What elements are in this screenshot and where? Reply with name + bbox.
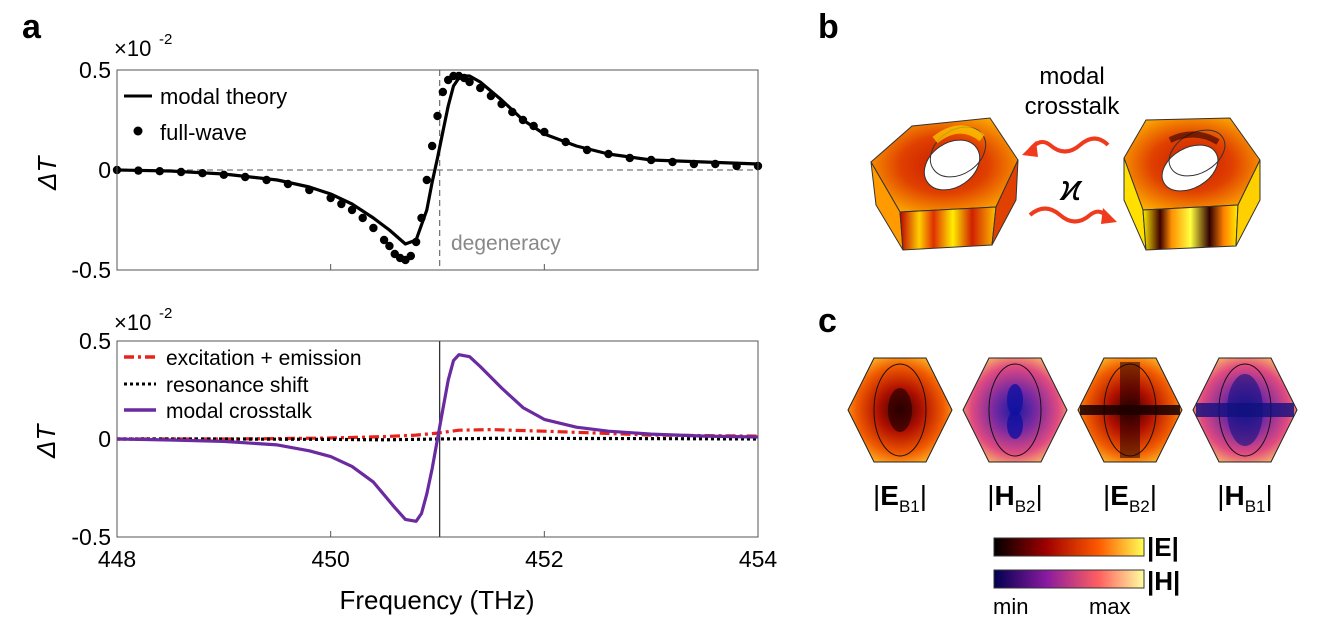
panel-label-b: b	[818, 8, 839, 46]
top-point-1	[497, 99, 506, 109]
map-label-E-B2: |EB2|	[1103, 480, 1157, 516]
legend-label-modal-theory: modal theory	[160, 84, 287, 109]
top-point-1	[305, 185, 314, 195]
bottom-multiplier-exp: -2	[159, 305, 172, 322]
top-point-1	[561, 137, 570, 147]
coupling-symbol: ϰ	[1059, 167, 1083, 208]
bottom-multiplier-base: ×10	[114, 310, 151, 335]
top-point-1	[176, 167, 186, 177]
top-point-1	[625, 153, 634, 163]
field-map-E-B1	[847, 357, 953, 463]
map-label-H-B1: |HB1|	[1217, 480, 1273, 516]
bottom-plot-frame	[116, 340, 759, 538]
legend-label-full-wave: full-wave	[160, 120, 247, 145]
panel-label-c: c	[818, 302, 837, 340]
arrow-to-right-head	[1101, 208, 1117, 224]
top-point-1	[427, 141, 437, 151]
top-point-1	[406, 251, 415, 261]
top-point-1	[358, 213, 367, 223]
top-point-1	[668, 157, 677, 167]
top-point-1	[417, 213, 426, 223]
top-point-1	[347, 205, 357, 215]
top-point-1	[262, 175, 271, 185]
top-point-1	[476, 83, 485, 93]
top-point-1	[518, 115, 528, 125]
top-point-1	[385, 241, 394, 251]
bottom-xtick-label: 454	[739, 546, 778, 572]
top-point-1	[508, 107, 517, 117]
map-label-H-B2: |HB2|	[987, 480, 1043, 516]
top-point-1	[486, 91, 496, 101]
top-point-1	[582, 145, 592, 155]
field-map-E-B2	[1077, 357, 1183, 463]
top-point-1	[337, 199, 346, 209]
arrow-to-right	[1028, 206, 1110, 224]
top-point-1	[438, 87, 448, 97]
left-resonator	[870, 117, 1019, 251]
bottom-ytick-label: 0.5	[79, 328, 111, 354]
bottom-ylabel: ΔT	[31, 423, 61, 459]
colorbar-E-label: |E|	[1147, 532, 1179, 562]
top-ylabel: ΔT	[32, 155, 62, 191]
top-ytick-label: 0.5	[79, 57, 111, 83]
top-point-1	[529, 121, 538, 131]
colorbar-E	[993, 537, 1145, 557]
top-multiplier-exp: -2	[159, 31, 172, 48]
chart-bottom: ×10 -2 ΔT -0.5 0 0.5 448 450 452 454 Frequenc…	[31, 305, 777, 615]
top-point-1	[369, 223, 378, 233]
bottom-xlabel: Frequency (THz)	[339, 585, 534, 615]
top-point-1	[433, 111, 442, 121]
legend-swatch-full-wave	[133, 126, 143, 136]
top-multiplier-base: ×10	[114, 36, 151, 61]
top-point-1	[646, 155, 656, 165]
arrow-to-left-head	[1022, 141, 1038, 157]
panel-c: |EB1| |HB2| |EB2| |HB1| |E| |H| min max	[847, 357, 1298, 619]
arrow-to-left	[1028, 136, 1110, 154]
top-point-1	[711, 159, 720, 169]
top-point-1	[219, 170, 229, 179]
top-point-1	[422, 175, 432, 185]
top-point-1	[540, 127, 549, 137]
colorbar-max-label: max	[1089, 594, 1131, 619]
top-point-1	[465, 77, 474, 87]
bottom-ytick-label: 0	[98, 426, 111, 452]
top-ytick-label: 0	[98, 157, 111, 183]
colorbar-H	[993, 569, 1145, 589]
panel-label-a: a	[22, 8, 42, 46]
top-point-1	[732, 161, 741, 171]
field-map-H-B2	[962, 357, 1068, 463]
legend-label-resonance: resonance shift	[166, 374, 309, 397]
top-point-1	[326, 193, 335, 203]
top-point-1	[134, 166, 143, 175]
bottom-ytick-label: -0.5	[71, 524, 111, 550]
colorbar-H-label: |H|	[1147, 566, 1180, 596]
bottom-xtick-label: 448	[98, 546, 136, 572]
legend-label-excitation: excitation + emission	[166, 347, 362, 370]
top-point-1	[379, 235, 389, 245]
top-point-1	[198, 169, 207, 178]
degeneracy-label: degeneracy	[451, 232, 561, 255]
top-ytick-label: -0.5	[71, 257, 111, 283]
top-point-1	[241, 172, 250, 182]
right-resonator	[1123, 117, 1261, 251]
top-point-1	[689, 159, 699, 169]
legend-label-crosstalk: modal crosstalk	[166, 400, 312, 423]
chart-top: ×10 -2 ΔT -0.5 0 0.5 degeneracy modal theo…	[32, 31, 763, 283]
bottom-xtick-label: 452	[525, 546, 563, 572]
top-series-0	[116, 74, 759, 246]
top-point-1	[283, 179, 293, 189]
crosstalk-title-line1: modal	[1039, 63, 1104, 90]
top-point-1	[411, 237, 421, 247]
top-point-1	[604, 149, 613, 159]
field-map-H-B1	[1192, 357, 1298, 463]
colorbar-min-label: min	[993, 594, 1028, 619]
bottom-xtick-label: 450	[311, 546, 349, 572]
bottom-series-2	[116, 353, 759, 523]
crosstalk-title-line2: crosstalk	[1025, 93, 1121, 120]
top-plot-frame	[116, 69, 759, 271]
map-label-E-B1: |EB1|	[873, 480, 927, 516]
panel-b: modal crosstalk ϰ	[870, 63, 1261, 251]
top-point-1	[155, 167, 164, 176]
